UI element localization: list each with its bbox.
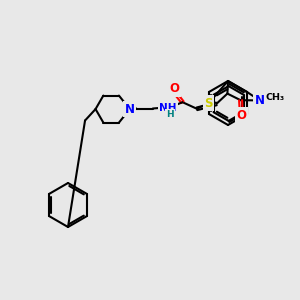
Text: O: O xyxy=(236,109,246,122)
Text: NH: NH xyxy=(159,103,177,112)
Text: O: O xyxy=(169,82,179,95)
Text: N: N xyxy=(125,103,135,116)
Text: N: N xyxy=(255,94,265,107)
Text: S: S xyxy=(204,97,213,110)
Text: H: H xyxy=(166,110,174,119)
Text: CH₃: CH₃ xyxy=(265,93,284,102)
